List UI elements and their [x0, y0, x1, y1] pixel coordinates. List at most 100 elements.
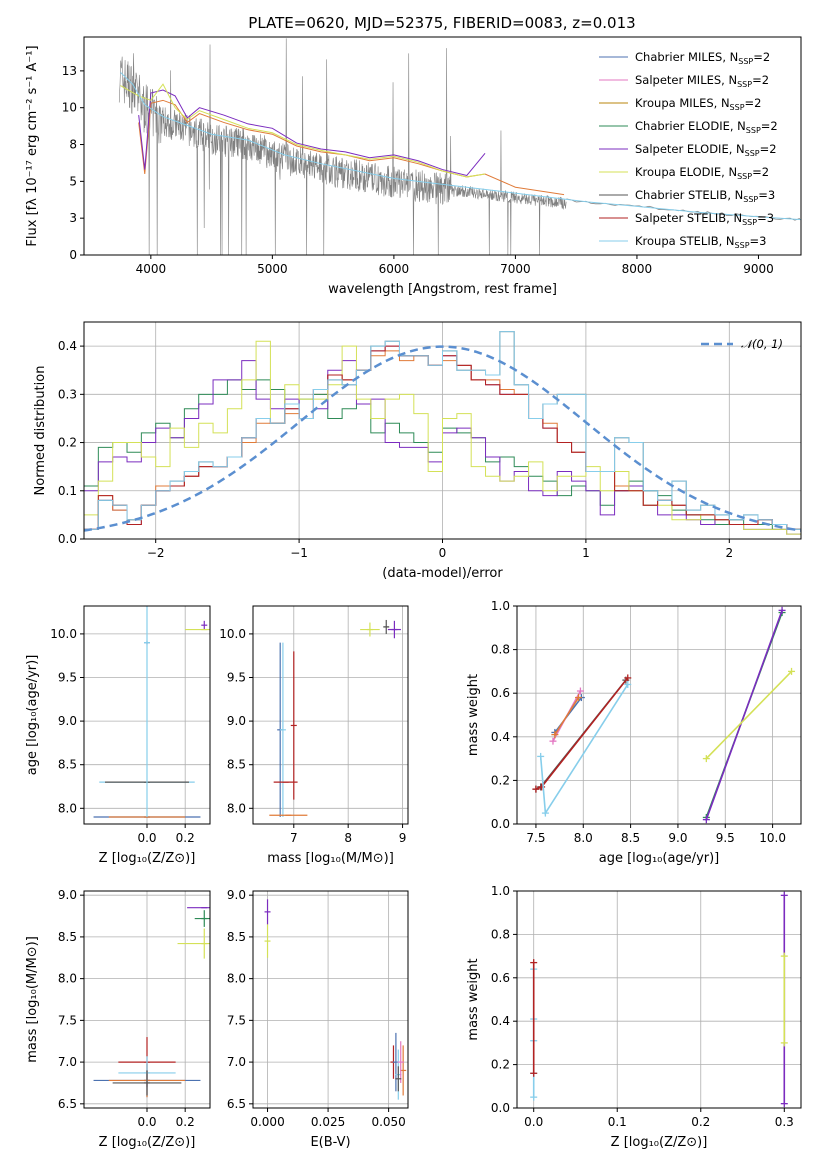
x-axis-label: Z [log₁₀(Z/Z⊙)] — [611, 1135, 708, 1150]
axes-mass_vs_Z: 0.0 0.2 6.5 7.0 7.5 8.0 8.5 9.0 Z [log₁₀(Z/Z⊙)] m… — [25, 888, 211, 1150]
x-tick-label: 0.000 — [250, 1115, 284, 1129]
x-axis-label: age [log₁₀(age/yr)] — [599, 851, 720, 866]
plot-area-mass_vs_ebv — [264, 899, 407, 1100]
y-tick-label: 8.5 — [58, 930, 77, 944]
y-tick-label: 0.1 — [58, 484, 77, 498]
legend: 𝒩(0, 1) — [701, 337, 783, 351]
legend-entry: Salpeter STELIB, NSSP=3 — [635, 211, 774, 227]
weight-line — [705, 670, 793, 760]
plot-area-age_vs_mass — [269, 619, 401, 818]
x-axis-label: Z [log₁₀(Z/Z⊙)] — [99, 851, 196, 866]
error-point — [395, 1066, 402, 1092]
legend: Chabrier MILES, NSSP=2 Salpeter MILES, NS… — [599, 50, 778, 250]
y-tick-label: 0.8 — [491, 927, 510, 941]
weight-line — [554, 697, 580, 736]
y-axis-label: Normed distribution — [33, 366, 48, 496]
y-tick-label: 8.5 — [227, 930, 246, 944]
plot-area-age_vs_Z — [93, 606, 210, 818]
error-point — [383, 619, 390, 634]
y-tick-label: 8 — [69, 138, 77, 152]
y-tick-label: 8.0 — [227, 801, 246, 815]
y-tick-label: 0.6 — [491, 971, 510, 985]
x-tick-label: 10.0 — [759, 831, 786, 845]
x-tick-label: 5000 — [257, 262, 288, 276]
y-tick-label: 10.0 — [219, 627, 246, 641]
axes-mass_weight_vs_Z: 0.0 0.1 0.2 0.3 0.0 0.2 0.4 0.6 0.8 1.0 Z [log₁₀(Z… — [466, 884, 802, 1150]
y-axis-label: mass [log₁₀(M/M⊙)] — [25, 936, 40, 1063]
histogram-step — [84, 331, 801, 530]
y-tick-label: 8.0 — [58, 972, 77, 986]
histogram-step — [84, 340, 801, 535]
error-point — [144, 606, 150, 818]
x-tick-label: 0.050 — [371, 1115, 405, 1129]
axes-spectrum: 4000 5000 6000 7000 8000 9000 0 3 5 8 10 13 waveleng… — [25, 36, 802, 297]
y-tick-label: 9.0 — [58, 714, 77, 728]
error-point — [177, 928, 210, 959]
x-tick-label: 4000 — [136, 262, 167, 276]
y-tick-label: 0.4 — [491, 1014, 510, 1028]
legend-entry: Chabrier MILES, NSSP=2 — [635, 50, 770, 66]
x-tick-label: 8 — [344, 831, 352, 845]
error-point — [264, 924, 271, 958]
y-tick-label: 7.0 — [58, 1055, 77, 1069]
y-tick-label: 6.5 — [227, 1097, 246, 1111]
x-tick-label: 2 — [725, 546, 733, 560]
weight-line — [705, 610, 783, 820]
x-tick-label: 7.5 — [526, 831, 545, 845]
x-axis-label: Z [log₁₀(Z/Z⊙)] — [99, 1135, 196, 1150]
y-axis-label: age [log₁₀(age/yr)] — [25, 655, 40, 776]
y-tick-label: 0.2 — [58, 436, 77, 450]
x-tick-label: 9000 — [743, 262, 774, 276]
y-tick-label: 3 — [69, 211, 77, 225]
y-tick-label: 13 — [62, 64, 77, 78]
x-tick-label: 7 — [290, 831, 298, 845]
y-tick-label: 10.0 — [50, 627, 77, 641]
normal-curve — [84, 345, 801, 532]
axes-age_vs_mass: 7 8 9 8.0 8.5 9.0 9.5 10.0 mass [log₁₀(M/M⊙)] — [219, 605, 409, 866]
axes-age_vs_Z: 0.0 0.2 8.0 8.5 9.0 9.5 10.0 Z [log₁₀(Z/Z⊙)] age… — [25, 605, 211, 866]
x-tick-label: 0.2 — [691, 1115, 710, 1129]
x-tick-label: 0.2 — [176, 831, 195, 845]
y-tick-label: 0.2 — [491, 773, 510, 787]
plot-layer: 4000 5000 6000 7000 8000 900003581013waveleng… — [25, 36, 802, 1150]
y-axis-label: mass weight — [466, 958, 481, 1040]
y-tick-label: 1.0 — [491, 599, 510, 613]
y-tick-label: 0.4 — [58, 339, 77, 353]
y-tick-label: 9.0 — [227, 888, 246, 902]
y-tick-label: 5 — [69, 174, 77, 188]
observed-spectrum — [118, 38, 567, 255]
model-spectrum — [120, 71, 801, 221]
x-tick-label: 0.0 — [524, 1115, 543, 1129]
error-point — [264, 899, 271, 925]
plot-area-spectrum — [118, 38, 801, 255]
y-tick-label: 0.0 — [491, 1101, 510, 1115]
y-axis-label: Flux [fλ 10⁻¹⁷ erg cm⁻² s⁻¹ A⁻¹] — [25, 45, 40, 246]
x-tick-label: 0.0 — [137, 1115, 156, 1129]
x-tick-label: 6000 — [379, 262, 410, 276]
x-tick-label: 0.2 — [176, 1115, 195, 1129]
model-spectrum — [120, 83, 486, 178]
x-axis-label: (data-model)/error — [382, 566, 503, 581]
x-tick-label: 0.1 — [608, 1115, 627, 1129]
y-tick-label: 0.2 — [491, 1058, 510, 1072]
plot-area-mass_weight_vs_Z — [530, 891, 788, 1108]
x-tick-label: 9.0 — [668, 831, 687, 845]
x-tick-label: 7000 — [500, 262, 531, 276]
x-tick-label: 0.025 — [311, 1115, 345, 1129]
y-axis-label: mass weight — [466, 674, 481, 756]
x-tick-label: 0 — [439, 546, 447, 560]
x-tick-label: 9.5 — [716, 831, 735, 845]
error-point — [397, 1041, 404, 1083]
y-tick-label: 7.5 — [58, 1013, 77, 1027]
axes-frame — [252, 605, 409, 825]
legend-entry: Kroupa STELIB, NSSP=3 — [635, 234, 766, 250]
error-point — [194, 910, 210, 927]
legend-entry: Kroupa MILES, NSSP=2 — [635, 96, 761, 112]
axes-frame — [83, 36, 802, 256]
y-tick-label: 7.0 — [227, 1055, 246, 1069]
legend-entry: Salpeter ELODIE, NSSP=2 — [635, 142, 777, 158]
y-tick-label: 0.6 — [491, 686, 510, 700]
y-tick-label: 1.0 — [491, 884, 510, 898]
